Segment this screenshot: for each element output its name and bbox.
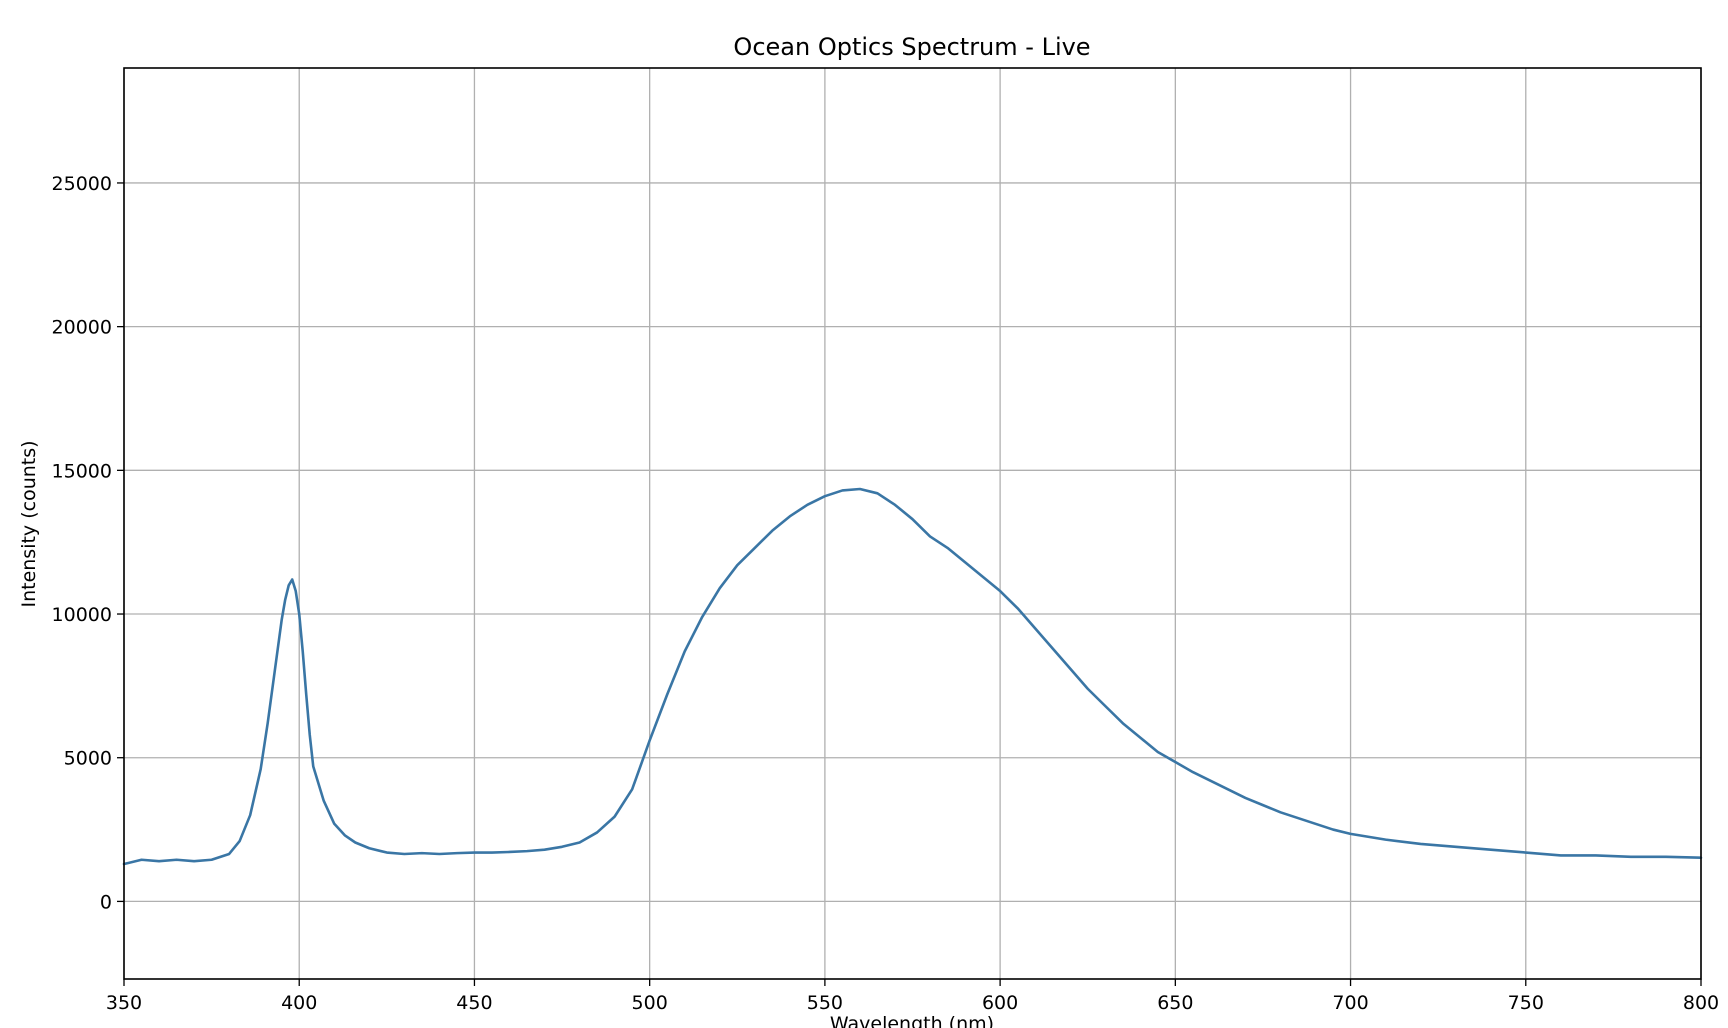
x-tick-label: 400 bbox=[281, 992, 317, 1014]
series-layer bbox=[122, 487, 1703, 866]
y-tick-label: 5000 bbox=[64, 748, 112, 770]
chart-title: Ocean Optics Spectrum - Live bbox=[733, 33, 1090, 61]
spectrum-series-line bbox=[122, 487, 1703, 866]
x-tick-label: 350 bbox=[106, 992, 142, 1014]
y-tick-label: 20000 bbox=[52, 317, 112, 339]
x-axis-label: Wavelength (nm) bbox=[830, 1013, 994, 1028]
x-tick-label: 550 bbox=[807, 992, 843, 1014]
x-tick-label: 700 bbox=[1332, 992, 1368, 1014]
y-tick-label: 0 bbox=[100, 891, 112, 913]
x-tick-label: 450 bbox=[456, 992, 492, 1014]
y-tick-label: 25000 bbox=[52, 173, 112, 195]
y-tick-label: 10000 bbox=[52, 604, 112, 626]
x-tick-label: 650 bbox=[1157, 992, 1193, 1014]
grid-layer bbox=[123, 68, 1702, 979]
y-tick-label: 15000 bbox=[52, 460, 112, 482]
x-tick-label: 750 bbox=[1508, 992, 1544, 1014]
tick-layer: 350 400 450 500 550 600 650 700 750 800 0 5000 10000… bbox=[52, 173, 1720, 1014]
plot-area-frame bbox=[123, 67, 1702, 980]
y-axis-label: Intensity (counts) bbox=[18, 440, 40, 607]
x-tick-label: 500 bbox=[632, 992, 668, 1014]
x-tick-label: 800 bbox=[1683, 992, 1719, 1014]
x-tick-label: 600 bbox=[982, 992, 1018, 1014]
